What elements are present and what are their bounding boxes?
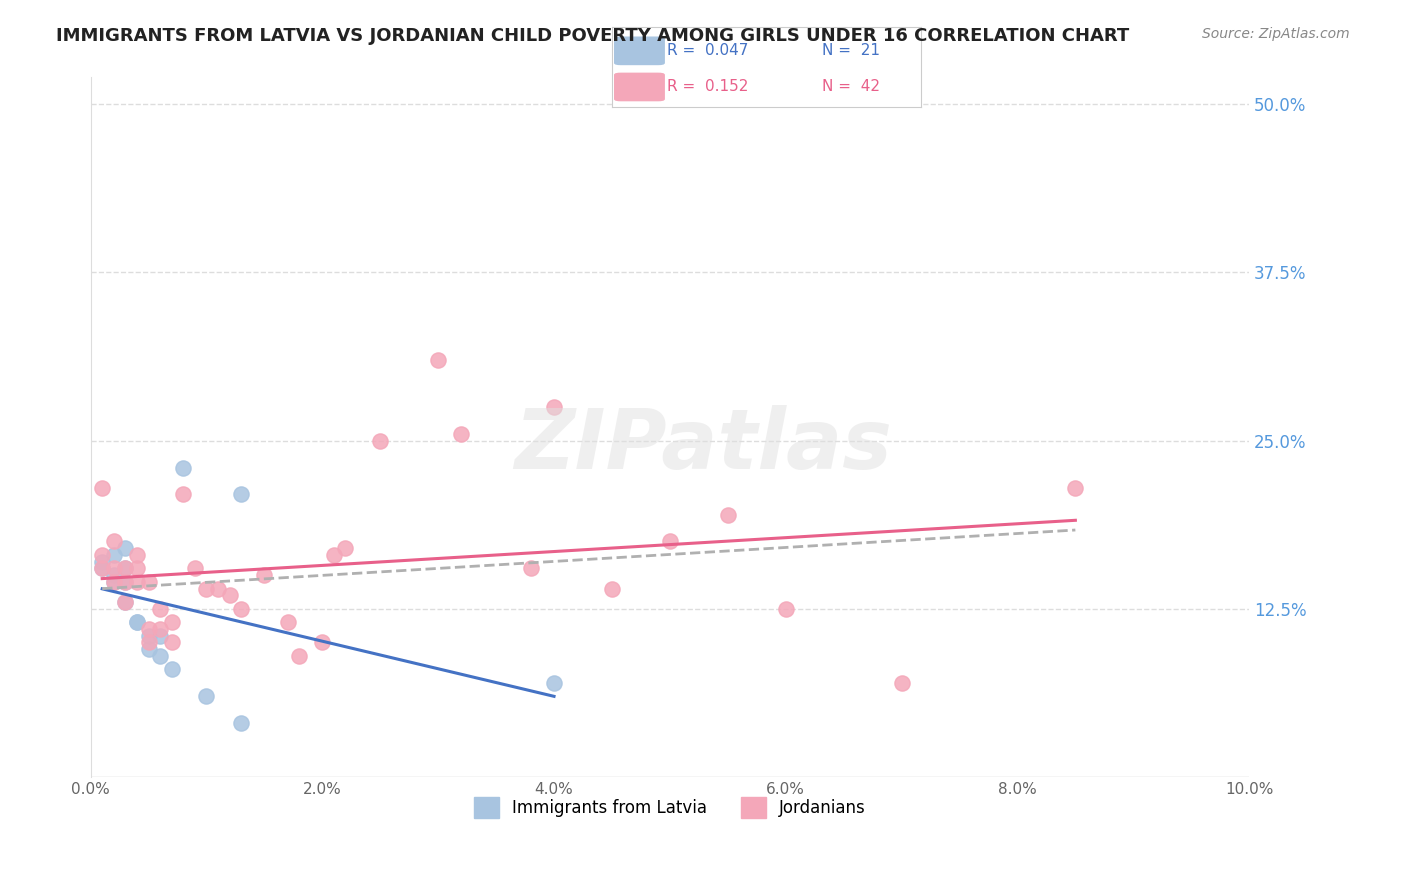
Point [218,588,240,602]
Point [125,574,148,589]
Point [322,548,344,562]
Point [138,642,160,657]
Point [103,574,125,589]
Point [138,574,160,589]
Point [311,635,333,649]
Point [253,568,276,582]
Point [335,541,357,556]
Point [114,541,136,556]
Point [114,595,136,609]
Point [450,426,472,441]
Point [172,460,194,475]
Point [91,561,114,575]
Point [160,635,183,649]
Point [427,352,450,367]
Point [125,561,148,575]
FancyBboxPatch shape [614,37,664,64]
Point [160,662,183,676]
Text: N =  21: N = 21 [823,44,880,58]
Point [125,615,148,630]
Point [138,629,160,643]
Point [207,582,229,596]
Point [91,555,114,569]
Text: R =  0.047: R = 0.047 [668,44,748,58]
Point [195,582,218,596]
Point [103,534,125,549]
Point [103,548,125,562]
Point [890,675,912,690]
Point [138,622,160,636]
Point [184,561,207,575]
Point [600,582,623,596]
Point [125,548,148,562]
Point [775,601,797,615]
Point [1064,481,1087,495]
Point [149,648,172,663]
Point [91,481,114,495]
Point [717,508,740,522]
Point [103,574,125,589]
Text: R =  0.152: R = 0.152 [668,79,748,95]
Legend: Immigrants from Latvia, Jordanians: Immigrants from Latvia, Jordanians [467,791,873,824]
Point [91,548,114,562]
Point [149,622,172,636]
Point [114,574,136,589]
Point [149,629,172,643]
Point [114,595,136,609]
Point [103,561,125,575]
Point [172,487,194,501]
Point [149,601,172,615]
Point [368,434,391,448]
Point [520,561,543,575]
Point [658,534,681,549]
Point [114,561,136,575]
Point [231,716,253,731]
Point [543,400,565,414]
Point [543,675,565,690]
Point [231,601,253,615]
Text: Source: ZipAtlas.com: Source: ZipAtlas.com [1202,27,1350,41]
Point [114,574,136,589]
Point [195,689,218,703]
Point [114,561,136,575]
Point [91,561,114,575]
Text: IMMIGRANTS FROM LATVIA VS JORDANIAN CHILD POVERTY AMONG GIRLS UNDER 16 CORRELATI: IMMIGRANTS FROM LATVIA VS JORDANIAN CHIL… [56,27,1129,45]
Text: N =  42: N = 42 [823,79,880,95]
Point [231,487,253,501]
Point [138,635,160,649]
Point [288,648,311,663]
FancyBboxPatch shape [614,73,664,101]
Point [277,615,299,630]
Point [125,615,148,630]
Point [160,615,183,630]
Text: ZIPatlas: ZIPatlas [515,406,891,486]
Point [103,568,125,582]
